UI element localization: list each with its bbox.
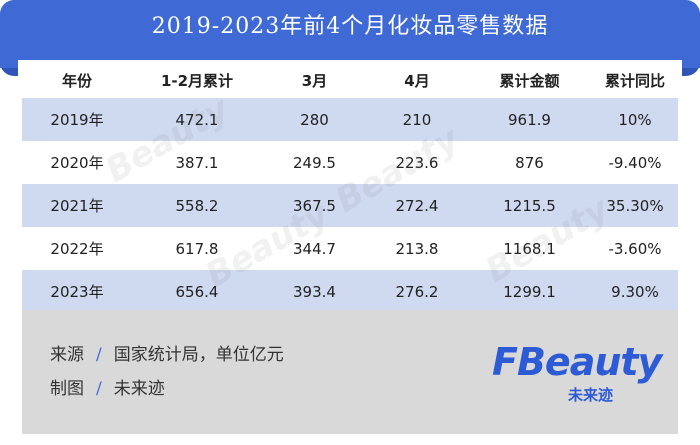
fbeauty-logo: FBeauty 未来迹 <box>492 340 662 404</box>
table-cell: 367.5 <box>262 184 367 227</box>
table-cell: 210 <box>367 98 467 141</box>
data-table: 年份 1-2月累计 3月 4月 累计金额 累计同比 2019年 472.1 28… <box>22 62 678 313</box>
source-value: 国家统计局，单位亿元 <box>113 345 284 365</box>
table-cell: 2020年 <box>22 141 132 184</box>
source-footer: 来源 / 国家统计局，单位亿元 制图 / 未来迹 FBeauty 未来迹 <box>22 310 678 434</box>
table-cell: 617.8 <box>132 227 262 270</box>
table-cell: 249.5 <box>262 141 367 184</box>
table-cell: 1299.1 <box>467 270 592 313</box>
title-bar: 2019-2023年前4个月化妆品零售数据 <box>0 0 700 68</box>
table-cell: 876 <box>467 141 592 184</box>
table-cell: 276.2 <box>367 270 467 313</box>
table-cell: 1168.1 <box>467 227 592 270</box>
table-cell: 213.8 <box>367 227 467 270</box>
column-header: 3月 <box>262 62 367 98</box>
column-header: 4月 <box>367 62 467 98</box>
maker-label: 制图 <box>50 379 84 399</box>
column-header: 累计同比 <box>592 62 678 98</box>
table-row: 2020年 387.1 249.5 223.6 876 -9.40% <box>22 141 678 184</box>
table-cell: 2023年 <box>22 270 132 313</box>
table-cell: -9.40% <box>592 141 678 184</box>
table-cell: 223.6 <box>367 141 467 184</box>
chart-title: 2019-2023年前4个月化妆品零售数据 <box>151 14 549 39</box>
source-label: 来源 <box>50 345 84 365</box>
separator: / <box>96 379 102 399</box>
table-cell: 10% <box>592 98 678 141</box>
logo-wordmark: FBeauty <box>492 340 662 384</box>
table-cell: 961.9 <box>467 98 592 141</box>
column-header: 累计金额 <box>467 62 592 98</box>
table-row: 2019年 472.1 280 210 961.9 10% <box>22 98 678 141</box>
logo-subtitle: 未来迹 <box>568 386 614 404</box>
column-header: 年份 <box>22 62 132 98</box>
table-cell: 9.30% <box>592 270 678 313</box>
table-cell: 280 <box>262 98 367 141</box>
separator: / <box>96 345 102 365</box>
table-cell: 344.7 <box>262 227 367 270</box>
maker-line: 制图 / 未来迹 <box>50 374 165 399</box>
table-cell: 2022年 <box>22 227 132 270</box>
table-cell: 1215.5 <box>467 184 592 227</box>
table-cell: 558.2 <box>132 184 262 227</box>
column-header: 1-2月累计 <box>132 62 262 98</box>
table-cell: 2019年 <box>22 98 132 141</box>
table-cell: 35.30% <box>592 184 678 227</box>
source-line: 来源 / 国家统计局，单位亿元 <box>50 340 284 365</box>
table-cell: 2021年 <box>22 184 132 227</box>
table-row: 2021年 558.2 367.5 272.4 1215.5 35.30% <box>22 184 678 227</box>
table-cell: 393.4 <box>262 270 367 313</box>
table-row: 2022年 617.8 344.7 213.8 1168.1 -3.60% <box>22 227 678 270</box>
table-cell: 472.1 <box>132 98 262 141</box>
table-cell: 656.4 <box>132 270 262 313</box>
table-row: 2023年 656.4 393.4 276.2 1299.1 9.30% <box>22 270 678 313</box>
maker-value: 未来迹 <box>113 379 165 399</box>
table-cell: 387.1 <box>132 141 262 184</box>
table-header-row: 年份 1-2月累计 3月 4月 累计金额 累计同比 <box>22 62 678 98</box>
table-cell: 272.4 <box>367 184 467 227</box>
table-cell: -3.60% <box>592 227 678 270</box>
